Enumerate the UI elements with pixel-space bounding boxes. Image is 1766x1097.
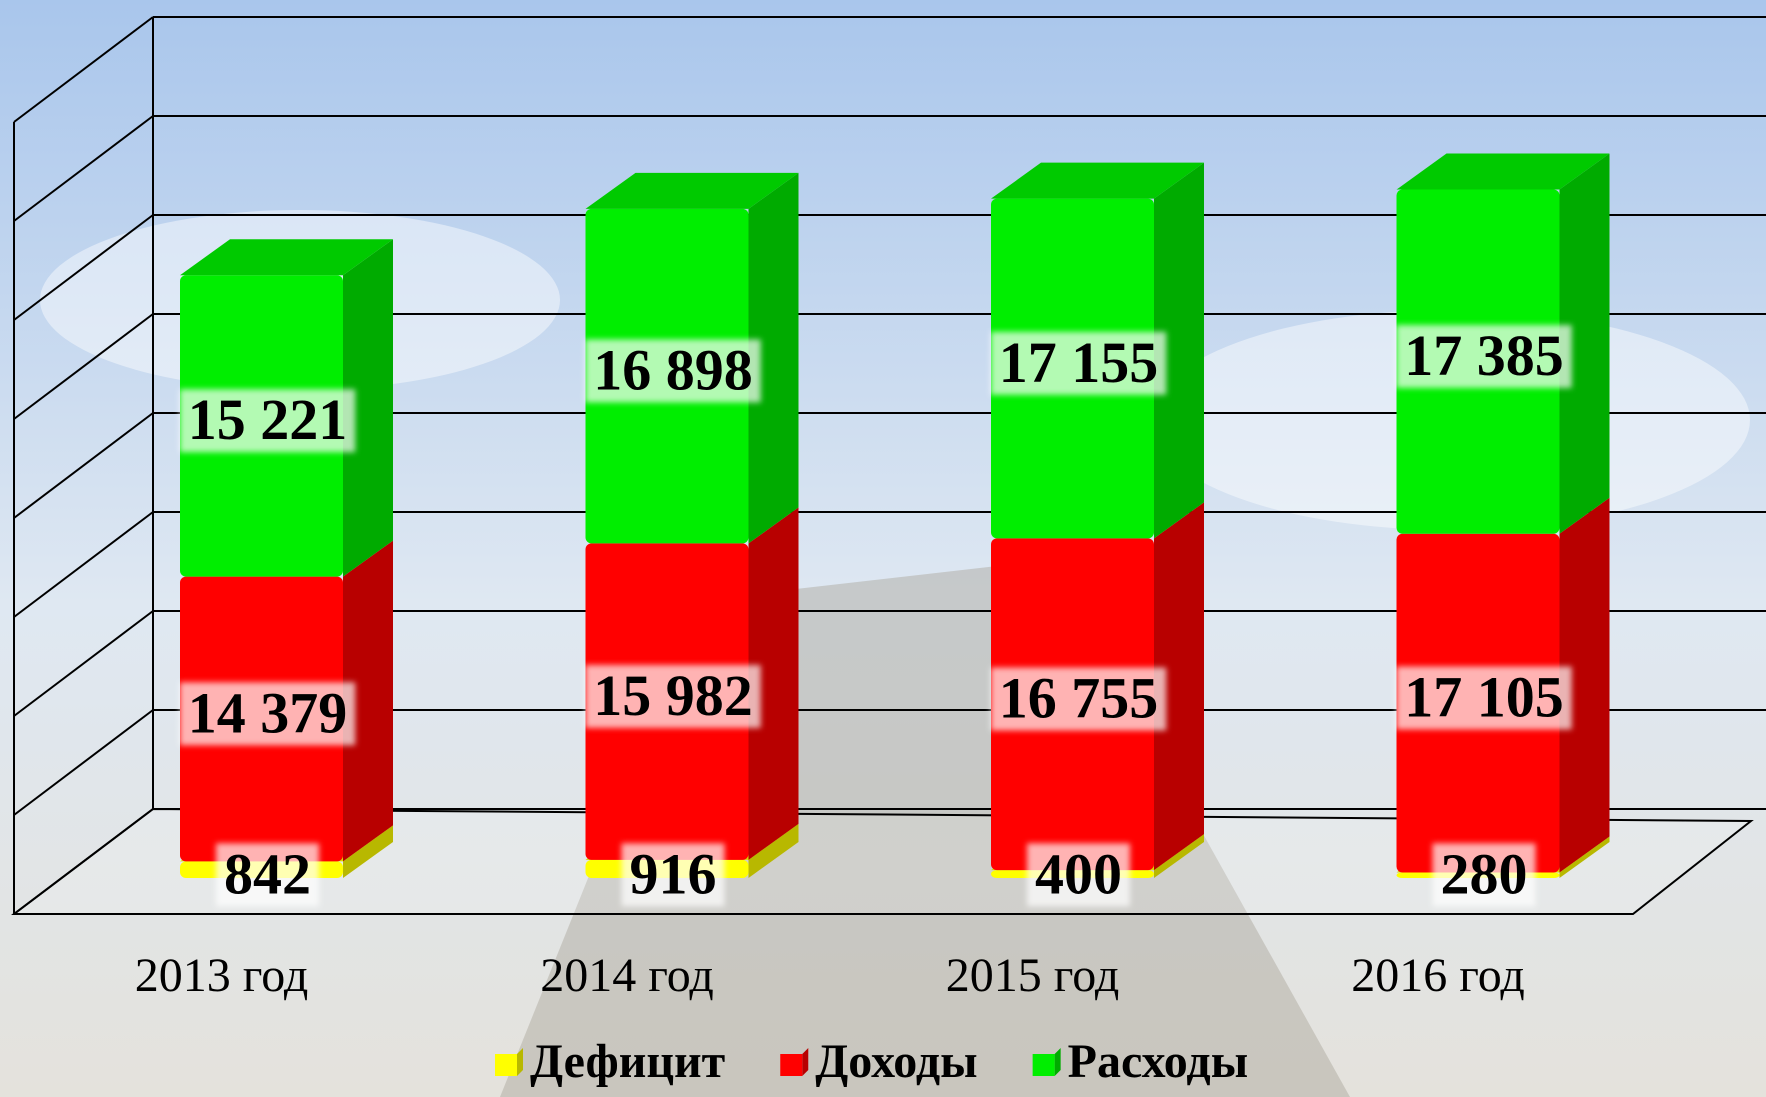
value-label: 16 898 xyxy=(593,337,753,402)
value-label: 17 105 xyxy=(1404,664,1564,729)
x-tick-label: 2014 год xyxy=(540,949,714,1002)
value-label: 14 379 xyxy=(188,680,348,745)
legend-swatch xyxy=(495,1054,517,1076)
x-tick-label: 2016 год xyxy=(1351,949,1525,1002)
value-label: 17 155 xyxy=(999,330,1159,395)
legend-swatch xyxy=(1033,1054,1055,1076)
value-label: 400 xyxy=(1035,841,1122,906)
legend-label: Дефицит xyxy=(530,1035,725,1088)
value-label: 16 755 xyxy=(999,666,1159,731)
legend-label: Расходы xyxy=(1068,1035,1249,1088)
x-tick-label: 2013 год xyxy=(135,949,309,1002)
x-tick-label: 2015 год xyxy=(946,949,1120,1002)
value-label: 15 221 xyxy=(188,387,348,452)
chart: 842 14 379 15 221 2013 год 916 15 982 16 898 20… xyxy=(0,0,1766,1097)
legend-label: Доходы xyxy=(815,1035,977,1088)
value-label: 17 385 xyxy=(1404,323,1564,388)
legend-swatch xyxy=(780,1054,802,1076)
value-label: 842 xyxy=(224,841,311,906)
value-label: 916 xyxy=(630,841,717,906)
value-label: 280 xyxy=(1441,841,1528,906)
page: {"chart_data": {"type": "bar3d_stacked",… xyxy=(0,0,1766,1097)
value-label: 15 982 xyxy=(593,663,753,728)
